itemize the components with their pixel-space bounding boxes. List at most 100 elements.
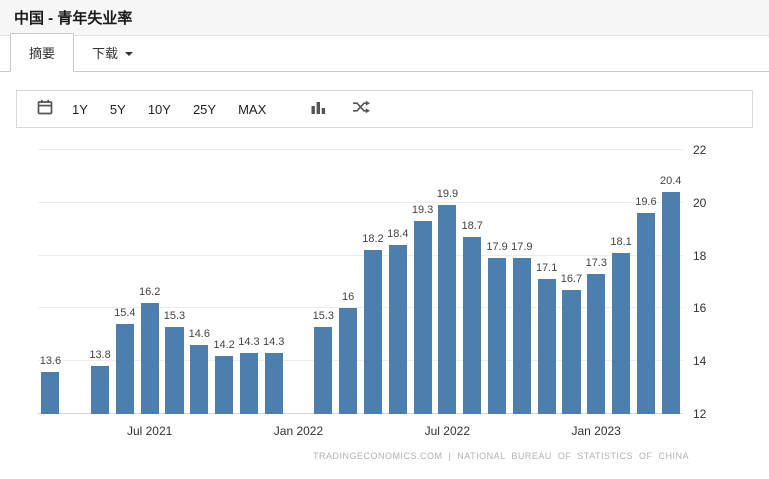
bar-value-label: 17.9 — [486, 241, 508, 254]
bar[interactable] — [165, 326, 184, 414]
bar-slot: 17.1 — [534, 150, 559, 414]
bar-value-label: 17.9 — [511, 241, 533, 254]
bar-slot: 19.6 — [634, 150, 659, 414]
gridline — [38, 307, 683, 309]
chart-type-button[interactable] — [303, 94, 334, 125]
caret-down-icon — [125, 52, 134, 56]
bar-value-label: 15.3 — [312, 309, 335, 322]
bar-slot: 14.2 — [212, 150, 237, 414]
bar-slot: 18.7 — [460, 150, 485, 414]
bar-slot: 13.6 — [38, 150, 63, 414]
bar-slot: 18.2 — [361, 150, 386, 414]
bar-slot: 16 — [336, 150, 361, 414]
gridline — [38, 254, 683, 256]
compare-button[interactable] — [344, 94, 378, 125]
bar-chart-icon — [311, 100, 326, 119]
bar-slot: 19.3 — [410, 150, 435, 414]
bar-value-label: 18.7 — [461, 220, 483, 233]
bar[interactable] — [388, 245, 407, 414]
bar[interactable] — [140, 303, 159, 414]
bar[interactable] — [363, 250, 383, 414]
bar[interactable] — [487, 258, 507, 414]
bar-value-label: 14.3 — [238, 336, 260, 349]
bar[interactable] — [636, 213, 655, 414]
tab-summary[interactable]: 摘要 — [10, 33, 75, 72]
bar-slot: 14.6 — [187, 150, 212, 414]
bar-value-label: 19.6 — [635, 196, 657, 209]
bar-value-label: 18.2 — [362, 233, 384, 246]
bar-slot: 15.3 — [311, 150, 336, 414]
x-axis-tick: Jan 2023 — [571, 424, 621, 438]
bar-slot: 15.3 — [162, 150, 187, 414]
chart-area: TRADINGECONOMICS.COM | NATIONAL BUREAU O… — [0, 128, 769, 479]
bar[interactable] — [562, 289, 581, 414]
x-axis-tick: Jul 2022 — [424, 424, 470, 438]
bar[interactable] — [41, 371, 60, 414]
bar-value-label: 16.7 — [560, 272, 583, 285]
gridline — [38, 149, 683, 150]
bar[interactable] — [512, 258, 531, 414]
bar-value-label: 18.4 — [387, 228, 409, 241]
bar[interactable] — [190, 345, 209, 414]
bar[interactable] — [537, 279, 556, 414]
bar[interactable] — [587, 274, 606, 414]
bar-value-label: 17.3 — [585, 257, 607, 270]
bar-value-label: 15.4 — [114, 307, 136, 320]
bar[interactable] — [661, 192, 680, 414]
range-10y-button[interactable]: 10Y — [147, 101, 171, 117]
bar-value-label: 16 — [342, 291, 355, 304]
chart-toolbar: 1Y 5Y 10Y 25Y MAX — [16, 90, 753, 128]
tab-bar: 摘要 下载 — [0, 33, 769, 72]
bar-slot: 16.7 — [559, 150, 584, 414]
gridline — [38, 201, 683, 203]
shuffle-icon — [352, 100, 371, 119]
bar-value-label: 16.2 — [138, 286, 161, 299]
bar[interactable] — [463, 237, 482, 414]
bar-value-label: 19.3 — [411, 204, 434, 217]
bar[interactable] — [239, 353, 258, 414]
bar-value-label: 20.4 — [660, 175, 682, 188]
range-25y-button[interactable]: 25Y — [192, 101, 217, 117]
gridline — [38, 413, 683, 414]
x-axis-tick: Jul 2021 — [126, 424, 173, 438]
bar-slot — [63, 150, 88, 414]
chart-tools — [303, 94, 378, 125]
bar-slot: 15.4 — [112, 150, 137, 414]
bar-value-label: 18.1 — [610, 235, 632, 248]
calendar-button[interactable] — [29, 93, 61, 126]
bar-value-label: 13.8 — [89, 349, 111, 362]
bar-slot: 19.9 — [435, 150, 460, 414]
bar[interactable] — [314, 326, 333, 414]
range-1y-button[interactable]: 1Y — [72, 101, 88, 117]
page-title: 中国 - 青年失业率 — [14, 10, 133, 27]
bar[interactable] — [612, 252, 631, 414]
bar[interactable] — [264, 353, 283, 414]
x-axis-tick: Jan 2022 — [273, 424, 324, 438]
range-5y-button[interactable]: 5Y — [109, 101, 126, 117]
bar-value-label: 15.3 — [163, 309, 186, 322]
bar-slot: 14.3 — [261, 150, 286, 414]
bar[interactable] — [413, 221, 432, 414]
bar[interactable] — [438, 205, 457, 414]
bar-slot: 13.8 — [88, 150, 113, 414]
chart-plot: TRADINGECONOMICS.COM | NATIONAL BUREAU O… — [38, 143, 707, 461]
bar-value-label: 14.3 — [263, 336, 285, 349]
bar-slot: 17.3 — [584, 150, 609, 414]
calendar-icon — [37, 99, 53, 120]
page-header: 中国 - 青年失业率 — [0, 0, 769, 36]
bar[interactable] — [115, 324, 134, 414]
bar-slot: 14.3 — [237, 150, 262, 414]
bar[interactable] — [215, 355, 234, 414]
bar[interactable] — [339, 308, 358, 414]
bar[interactable] — [90, 366, 110, 414]
range-max-button[interactable]: MAX — [238, 101, 267, 117]
bar-slot: 16.2 — [137, 150, 162, 414]
watermark: TRADINGECONOMICS.COM | NATIONAL BUREAU O… — [312, 451, 689, 461]
bar-series: 13.6 13.8 15.4 16.2 15.3 14.6 14.2 14.3 14.3 15.3… — [38, 150, 683, 414]
bar-slot — [286, 150, 311, 414]
tab-download[interactable]: 下载 — [74, 34, 151, 71]
bar-slot: 17.9 — [485, 150, 510, 414]
tab-download-label: 下载 — [92, 46, 119, 61]
bar-value-label: 14.6 — [188, 328, 210, 341]
bar-slot: 18.4 — [385, 150, 410, 414]
